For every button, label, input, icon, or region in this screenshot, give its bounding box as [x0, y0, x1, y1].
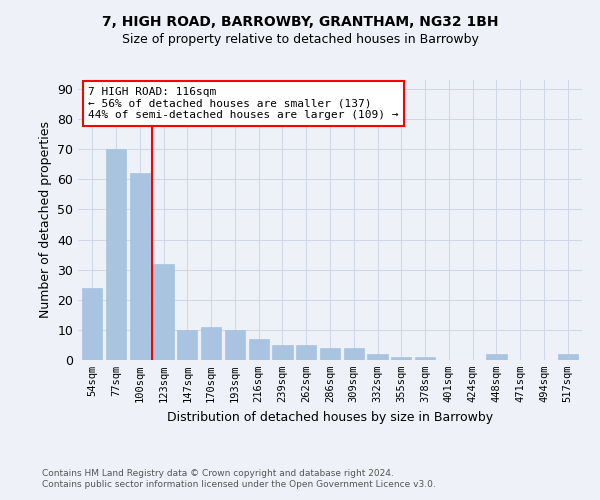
Bar [344, 348, 364, 360]
Bar [391, 357, 412, 360]
Bar [367, 354, 388, 360]
Bar [82, 288, 103, 360]
Bar [487, 354, 506, 360]
Bar [106, 149, 126, 360]
Bar [177, 330, 197, 360]
Bar [415, 357, 435, 360]
Bar [272, 345, 293, 360]
Text: 7, HIGH ROAD, BARROWBY, GRANTHAM, NG32 1BH: 7, HIGH ROAD, BARROWBY, GRANTHAM, NG32 1… [102, 15, 498, 29]
Bar [296, 345, 316, 360]
Text: Contains public sector information licensed under the Open Government Licence v3: Contains public sector information licen… [42, 480, 436, 489]
Text: Contains HM Land Registry data © Crown copyright and database right 2024.: Contains HM Land Registry data © Crown c… [42, 468, 394, 477]
Bar [248, 339, 269, 360]
Text: 7 HIGH ROAD: 116sqm
← 56% of detached houses are smaller (137)
44% of semi-detac: 7 HIGH ROAD: 116sqm ← 56% of detached ho… [88, 87, 398, 120]
Text: Size of property relative to detached houses in Barrowby: Size of property relative to detached ho… [122, 32, 478, 46]
Bar [225, 330, 245, 360]
Bar [320, 348, 340, 360]
Bar [154, 264, 173, 360]
Bar [201, 327, 221, 360]
X-axis label: Distribution of detached houses by size in Barrowby: Distribution of detached houses by size … [167, 410, 493, 424]
Bar [130, 174, 150, 360]
Y-axis label: Number of detached properties: Number of detached properties [38, 122, 52, 318]
Bar [557, 354, 578, 360]
